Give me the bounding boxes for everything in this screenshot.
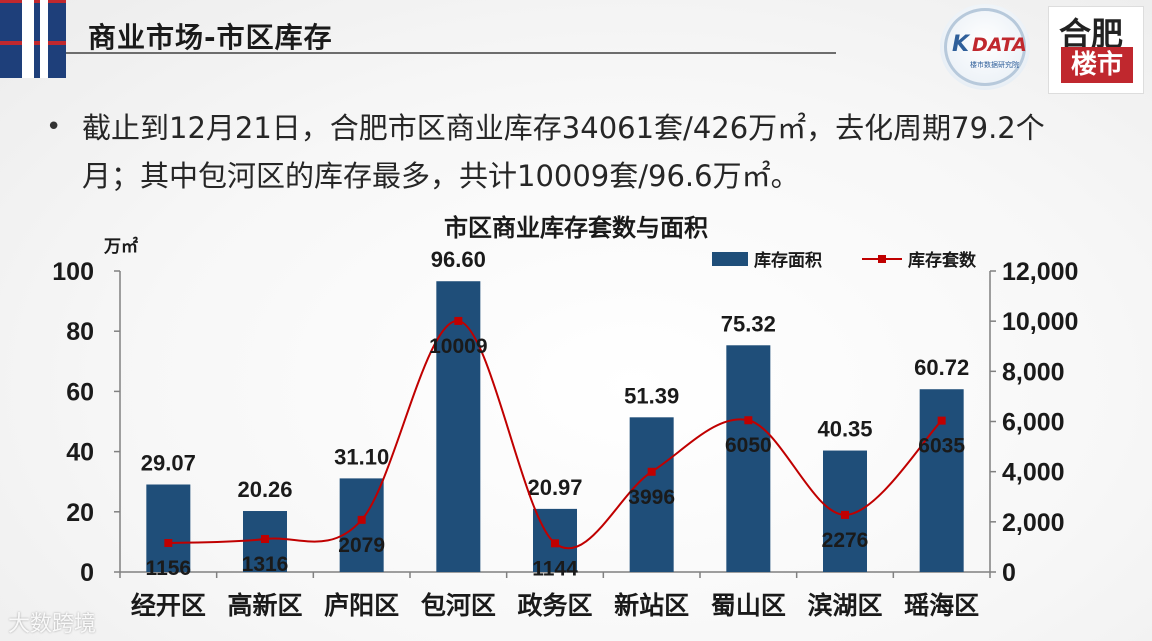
bullet-icon: •: [46, 112, 62, 142]
line-value-label: 1316: [242, 553, 289, 576]
legend-line-label: 库存套数: [908, 250, 977, 271]
bar-value-label: 20.97: [527, 475, 582, 500]
line-marker: [841, 510, 849, 519]
legend-bar-swatch: [712, 252, 748, 266]
line-marker: [744, 416, 753, 425]
kdata-logo: K DATA 楼市数据研究院: [940, 4, 1030, 90]
kdata-logo-subtitle: 楼市数据研究院: [970, 61, 1019, 69]
chart-title: 市区商业库存套数与面积: [444, 214, 708, 242]
bar-value-label: 96.60: [431, 247, 486, 272]
bar-value-label: 29.07: [141, 450, 196, 475]
x-tick-label: 包河区: [421, 591, 496, 620]
kdata-logo-ring: [944, 8, 1026, 86]
left-axis-unit: 万㎡: [103, 236, 138, 257]
line-value-label: 2276: [822, 529, 869, 552]
line-marker: [937, 416, 946, 425]
left-tick-label: 0: [80, 559, 94, 587]
bar-value-label: 40.35: [817, 417, 872, 442]
right-tick-label: 12,000: [1002, 258, 1078, 286]
line-value-label: 1156: [146, 557, 192, 580]
line-marker: [261, 534, 269, 543]
bar-value-label: 60.72: [914, 355, 969, 380]
x-tick-label: 蜀山区: [711, 591, 786, 620]
x-tick-label: 政务区: [517, 591, 592, 620]
line-value-label: 1144: [532, 557, 578, 580]
line-value-label: 2079: [338, 534, 385, 557]
bar-value-label: 51.39: [624, 383, 679, 408]
line-value-label: 6050: [725, 434, 772, 457]
line-marker: [647, 467, 656, 476]
x-tick-label: 瑶海区: [904, 591, 979, 620]
right-tick-label: 8,000: [1002, 358, 1065, 386]
legend-bar-label: 库存面积: [754, 250, 822, 271]
x-tick-label: 新站区: [614, 591, 689, 620]
line-value-label: 3996: [628, 486, 675, 509]
x-tick-label: 庐阳区: [324, 591, 399, 620]
summary-bullet: 截止到12月21日，合肥市区商业库存34061套/426万㎡，去化周期79.2个…: [82, 111, 1045, 193]
title-divider: [66, 52, 836, 54]
legend-line-marker: [878, 255, 886, 263]
left-tick-label: 60: [66, 378, 94, 406]
page-title: 商业市场-市区库存: [88, 21, 333, 54]
x-tick-label: 经开区: [131, 591, 206, 620]
hefei-logo-bottom: 楼市: [1061, 47, 1133, 83]
hefei-loushi-logo: 合肥 楼市: [1048, 6, 1144, 94]
hefei-logo-top: 合肥: [1059, 15, 1124, 53]
accent-gap-2: [40, 0, 48, 78]
line-value-label: 10009: [429, 335, 487, 358]
x-tick-label: 滨湖区: [807, 591, 882, 620]
right-tick-label: 4,000: [1002, 459, 1065, 487]
bar-value-label: 20.26: [237, 477, 292, 502]
line-marker: [357, 515, 366, 524]
right-tick-label: 2,000: [1002, 509, 1065, 537]
accent-gap: [22, 0, 34, 78]
bar: [726, 345, 771, 572]
right-tick-label: 0: [1002, 559, 1016, 587]
left-tick-label: 100: [52, 258, 94, 286]
right-tick-label: 6,000: [1002, 409, 1065, 437]
line-marker: [551, 539, 559, 548]
bar-value-label: 75.32: [721, 311, 776, 336]
bar: [146, 484, 191, 572]
watermark: 大数跨境: [8, 612, 97, 637]
right-tick-label: 10,000: [1002, 308, 1078, 336]
bar: [629, 417, 674, 572]
bar-value-label: 31.10: [334, 444, 389, 469]
line-value-label: 6035: [918, 435, 965, 458]
line-marker: [164, 539, 173, 548]
kdata-logo-word: DATA: [972, 34, 1027, 56]
x-tick-label: 高新区: [227, 591, 302, 620]
left-tick-label: 20: [66, 499, 94, 527]
left-tick-label: 40: [66, 439, 94, 467]
left-tick-label: 80: [66, 318, 94, 346]
kdata-logo-mark: K: [952, 32, 970, 57]
line-marker: [454, 316, 463, 325]
